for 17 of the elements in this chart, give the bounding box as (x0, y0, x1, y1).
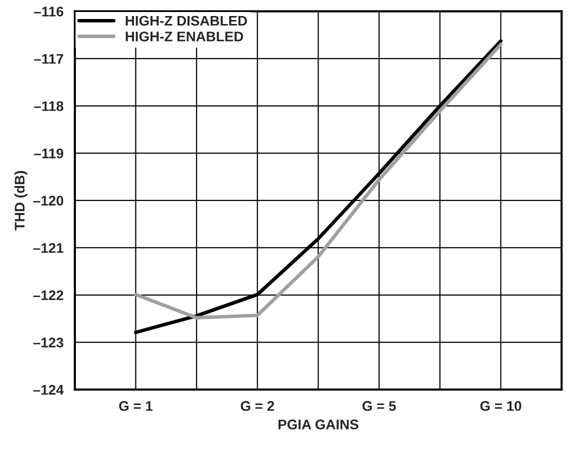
y-tick-label: –120 (33, 196, 64, 206)
y-tick-label: –122 (33, 290, 64, 300)
y-tick-label: –121 (33, 243, 64, 253)
y-tick-label: –123 (33, 338, 64, 348)
y-tick-label: –118 (34, 101, 64, 112)
y-tick-label: –117 (34, 54, 64, 64)
x-axis-title: PGIA GAINS (278, 420, 358, 430)
x-tick-label: G = 10 (480, 401, 522, 411)
legend-label: HIGH-Z ENABLED (126, 32, 244, 42)
x-tick-label: G = 5 (362, 401, 396, 411)
y-axis-title: THD (dB) (14, 171, 28, 230)
legend-label: HIGH-Z DISABLED (126, 16, 247, 26)
x-tick-label: G = 1 (119, 401, 153, 411)
y-tick-label: –124 (33, 384, 64, 395)
x-tick-label: G = 2 (240, 401, 274, 411)
y-tick-label: –116 (34, 6, 64, 16)
y-tick-label: –119 (34, 148, 64, 158)
